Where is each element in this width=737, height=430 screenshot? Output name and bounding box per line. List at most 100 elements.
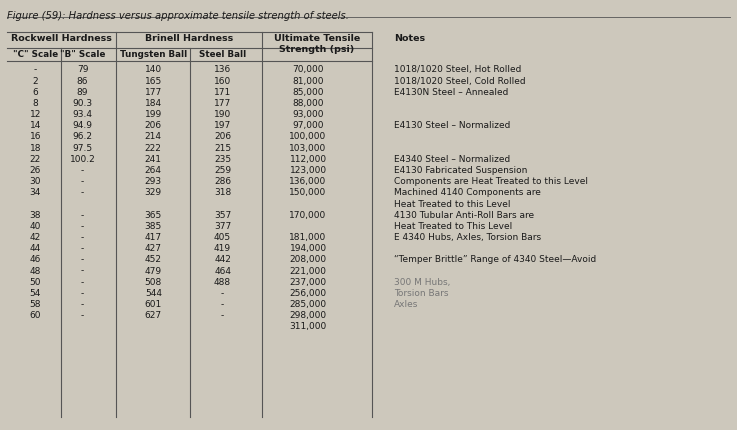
Text: 488: 488 [214,278,231,287]
Text: 93.4: 93.4 [72,110,93,119]
Text: -: - [81,300,84,309]
Text: 90.3: 90.3 [72,99,93,108]
Text: 2: 2 [32,77,38,86]
Text: 311,000: 311,000 [290,322,326,332]
Text: 442: 442 [214,255,231,264]
Text: 357: 357 [214,211,231,220]
Text: 140: 140 [144,65,162,74]
Text: Brinell Hardness: Brinell Hardness [145,34,233,43]
Text: 419: 419 [214,244,231,253]
Text: 197: 197 [214,121,231,130]
Text: 97,000: 97,000 [293,121,324,130]
Text: 93,000: 93,000 [293,110,324,119]
Text: 136: 136 [214,65,231,74]
Text: “Temper Brittle” Range of 4340 Steel—Avoid: “Temper Brittle” Range of 4340 Steel—Avo… [394,255,596,264]
Text: -: - [81,289,84,298]
Text: E 4340 Hubs, Axles, Torsion Bars: E 4340 Hubs, Axles, Torsion Bars [394,233,542,242]
Text: 97.5: 97.5 [72,144,93,153]
Text: 214: 214 [144,132,162,141]
Text: E4130N Steel – Annealed: E4130N Steel – Annealed [394,88,509,97]
Text: -: - [81,188,84,197]
Text: 177: 177 [214,99,231,108]
Text: -: - [81,278,84,287]
Text: 42: 42 [29,233,41,242]
Text: Heat Treated to this Level: Heat Treated to this Level [394,200,511,209]
Text: 385: 385 [144,222,162,231]
Text: 190: 190 [214,110,231,119]
Text: 46: 46 [29,255,41,264]
Text: 377: 377 [214,222,231,231]
Text: 508: 508 [144,278,162,287]
Text: 208,000: 208,000 [290,255,326,264]
Text: -: - [221,300,224,309]
Text: 50: 50 [29,278,41,287]
Text: 100,000: 100,000 [290,132,326,141]
Text: Axles: Axles [394,300,419,309]
Text: 1018/1020 Steel, Hot Rolled: 1018/1020 Steel, Hot Rolled [394,65,522,74]
Text: 264: 264 [144,166,162,175]
Text: 286: 286 [214,177,231,186]
Text: Rockwell Hardness: Rockwell Hardness [12,34,112,43]
Text: -: - [81,222,84,231]
Text: 16: 16 [29,132,41,141]
Text: 206: 206 [144,121,162,130]
Text: -: - [221,311,224,320]
Text: 1018/1020 Steel, Cold Rolled: 1018/1020 Steel, Cold Rolled [394,77,526,86]
Text: 86: 86 [77,77,88,86]
Text: 100.2: 100.2 [70,155,95,164]
Text: 70,000: 70,000 [293,65,324,74]
Text: 14: 14 [29,121,41,130]
Text: 81,000: 81,000 [293,77,324,86]
Text: -: - [221,289,224,298]
Text: Components are Heat Treated to this Level: Components are Heat Treated to this Leve… [394,177,588,186]
Text: 170,000: 170,000 [290,211,326,220]
Text: 18: 18 [29,144,41,153]
Text: 237,000: 237,000 [290,278,326,287]
Text: 112,000: 112,000 [290,155,326,164]
Text: 318: 318 [214,188,231,197]
Text: -: - [81,177,84,186]
Text: 171: 171 [214,88,231,97]
Text: 160: 160 [214,77,231,86]
Text: 235: 235 [214,155,231,164]
Text: 194,000: 194,000 [290,244,326,253]
Text: Steel Ball: Steel Ball [199,50,246,59]
Text: 285,000: 285,000 [290,300,326,309]
Text: 544: 544 [144,289,162,298]
Text: Torsion Bars: Torsion Bars [394,289,449,298]
Text: 184: 184 [144,99,162,108]
Text: 627: 627 [144,311,162,320]
Text: 30: 30 [29,177,41,186]
Text: 479: 479 [144,267,162,276]
Text: 215: 215 [214,144,231,153]
Text: 96.2: 96.2 [72,132,93,141]
Text: 85,000: 85,000 [293,88,324,97]
Text: 298,000: 298,000 [290,311,326,320]
Text: Ultimate Tensile
Strength (psi): Ultimate Tensile Strength (psi) [273,34,360,55]
Text: 452: 452 [144,255,162,264]
Text: Notes: Notes [394,34,425,43]
Text: 221,000: 221,000 [290,267,326,276]
Text: 48: 48 [29,267,41,276]
Text: 123,000: 123,000 [290,166,326,175]
Text: 38: 38 [29,211,41,220]
Text: -: - [81,311,84,320]
Text: 300 M Hubs,: 300 M Hubs, [394,278,450,287]
Text: 60: 60 [29,311,41,320]
Text: 165: 165 [144,77,162,86]
Text: 464: 464 [214,267,231,276]
Text: E4130 Steel – Normalized: E4130 Steel – Normalized [394,121,511,130]
Text: 365: 365 [144,211,162,220]
Text: "B" Scale: "B" Scale [60,50,105,59]
Text: 34: 34 [29,188,41,197]
Text: -: - [81,233,84,242]
Text: 22: 22 [29,155,41,164]
Text: E4130 Fabricated Suspension: E4130 Fabricated Suspension [394,166,528,175]
Text: 259: 259 [214,166,231,175]
Text: 58: 58 [29,300,41,309]
Text: 199: 199 [144,110,162,119]
Text: 293: 293 [144,177,162,186]
Text: -: - [81,166,84,175]
Text: 241: 241 [144,155,162,164]
Text: 150,000: 150,000 [290,188,326,197]
